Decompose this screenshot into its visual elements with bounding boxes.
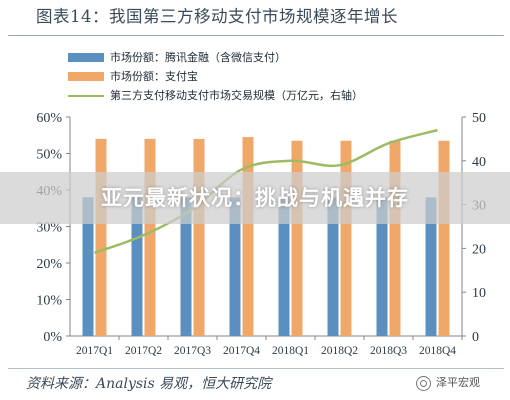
legend-item-alipay: 市场份额：支付宝 xyxy=(68,67,488,86)
right-tick-label: 0 xyxy=(472,330,479,345)
left-tick-label: 60% xyxy=(36,111,62,126)
bar-alipay xyxy=(340,140,352,336)
legend-item-volume: 第三方支付移动支付市场交易规模（万亿元，右轴） xyxy=(68,86,488,105)
watermark: 泽平宏观 xyxy=(416,371,480,395)
bar-tencent xyxy=(376,197,388,336)
left-tick-label: 30% xyxy=(36,221,62,236)
legend-label-volume: 第三方支付移动支付市场交易规模（万亿元，右轴） xyxy=(110,89,363,102)
banner-text: 亚元最新状况：挑战与机遇并存 xyxy=(101,186,409,210)
left-tick-label: 0% xyxy=(43,330,62,345)
watermark-text: 泽平宏观 xyxy=(436,376,480,389)
right-tick-label: 40 xyxy=(472,155,486,170)
left-tick-label: 10% xyxy=(36,294,62,309)
title-divider xyxy=(8,35,504,36)
bar-tencent xyxy=(82,197,94,336)
x-tick-label: 2017Q1 xyxy=(76,345,113,357)
x-tick-label: 2017Q2 xyxy=(125,345,162,357)
bar-tencent xyxy=(327,197,339,336)
bar-alipay xyxy=(291,140,303,336)
bar-tencent xyxy=(180,197,192,336)
right-tick-label: 10 xyxy=(472,286,486,301)
chart-title: 图表14：我国第三方移动支付市场规模逐年增长 xyxy=(36,7,398,26)
right-tick-label: 20 xyxy=(472,242,486,257)
bar-alipay xyxy=(95,138,107,336)
footer-divider xyxy=(8,368,504,369)
legend-item-tencent: 市场份额：腾讯金融（含微信支付） xyxy=(68,48,488,67)
left-tick-label: 20% xyxy=(36,257,62,272)
legend-swatch-tencent xyxy=(68,53,104,62)
legend-label-alipay: 市场份额：支付宝 xyxy=(110,70,198,83)
source-note: 资料来源：Analysis 易观，恒大研究院 xyxy=(26,376,272,392)
x-tick-label: 2018Q4 xyxy=(419,345,456,357)
right-tick-label: 50 xyxy=(472,111,486,126)
bar-alipay xyxy=(438,140,450,336)
overlay-banner: 亚元最新状况：挑战与机遇并存 xyxy=(0,172,510,224)
bar-tencent xyxy=(229,197,241,336)
legend-swatch-alipay xyxy=(68,72,104,81)
bar-tencent xyxy=(425,197,437,336)
bar-tencent xyxy=(131,197,143,336)
x-tick-label: 2018Q2 xyxy=(321,345,358,357)
bar-tencent xyxy=(278,197,290,336)
x-tick-label: 2017Q4 xyxy=(223,345,260,357)
x-tick-label: 2017Q3 xyxy=(174,345,211,357)
left-tick-label: 50% xyxy=(36,148,62,163)
bar-alipay xyxy=(389,140,401,336)
x-tick-label: 2018Q3 xyxy=(370,345,407,357)
legend-swatch-volume xyxy=(68,95,104,97)
legend: 市场份额：腾讯金融（含微信支付） 市场份额：支付宝 第三方支付移动支付市场交易规… xyxy=(68,48,488,105)
bar-alipay xyxy=(144,138,156,336)
legend-label-tencent: 市场份额：腾讯金融（含微信支付） xyxy=(110,51,286,64)
bar-alipay xyxy=(242,137,254,336)
x-tick-label: 2018Q1 xyxy=(272,345,309,357)
bar-alipay xyxy=(193,138,205,336)
line-transaction-volume xyxy=(94,128,438,254)
wechat-account-icon xyxy=(416,375,431,391)
